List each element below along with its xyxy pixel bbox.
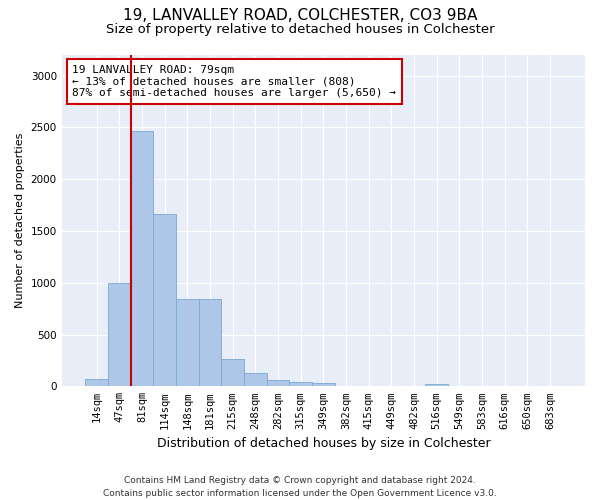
Bar [108,283,131,387]
Bar [312,383,335,386]
Bar [154,214,176,386]
Text: 19 LANVALLEY ROAD: 79sqm
← 13% of detached houses are smaller (808)
87% of semi-: 19 LANVALLEY ROAD: 79sqm ← 13% of detach… [72,65,396,98]
Bar [266,380,289,386]
Bar [244,373,266,386]
Bar [131,130,154,386]
Bar [289,382,312,386]
Y-axis label: Number of detached properties: Number of detached properties [15,133,25,308]
Bar [221,360,244,386]
Text: Size of property relative to detached houses in Colchester: Size of property relative to detached ho… [106,22,494,36]
Bar [425,384,448,386]
Text: Contains HM Land Registry data © Crown copyright and database right 2024.
Contai: Contains HM Land Registry data © Crown c… [103,476,497,498]
X-axis label: Distribution of detached houses by size in Colchester: Distribution of detached houses by size … [157,437,490,450]
Bar [199,300,221,386]
Bar [176,300,199,386]
Bar [85,378,108,386]
Text: 19, LANVALLEY ROAD, COLCHESTER, CO3 9BA: 19, LANVALLEY ROAD, COLCHESTER, CO3 9BA [123,8,477,22]
